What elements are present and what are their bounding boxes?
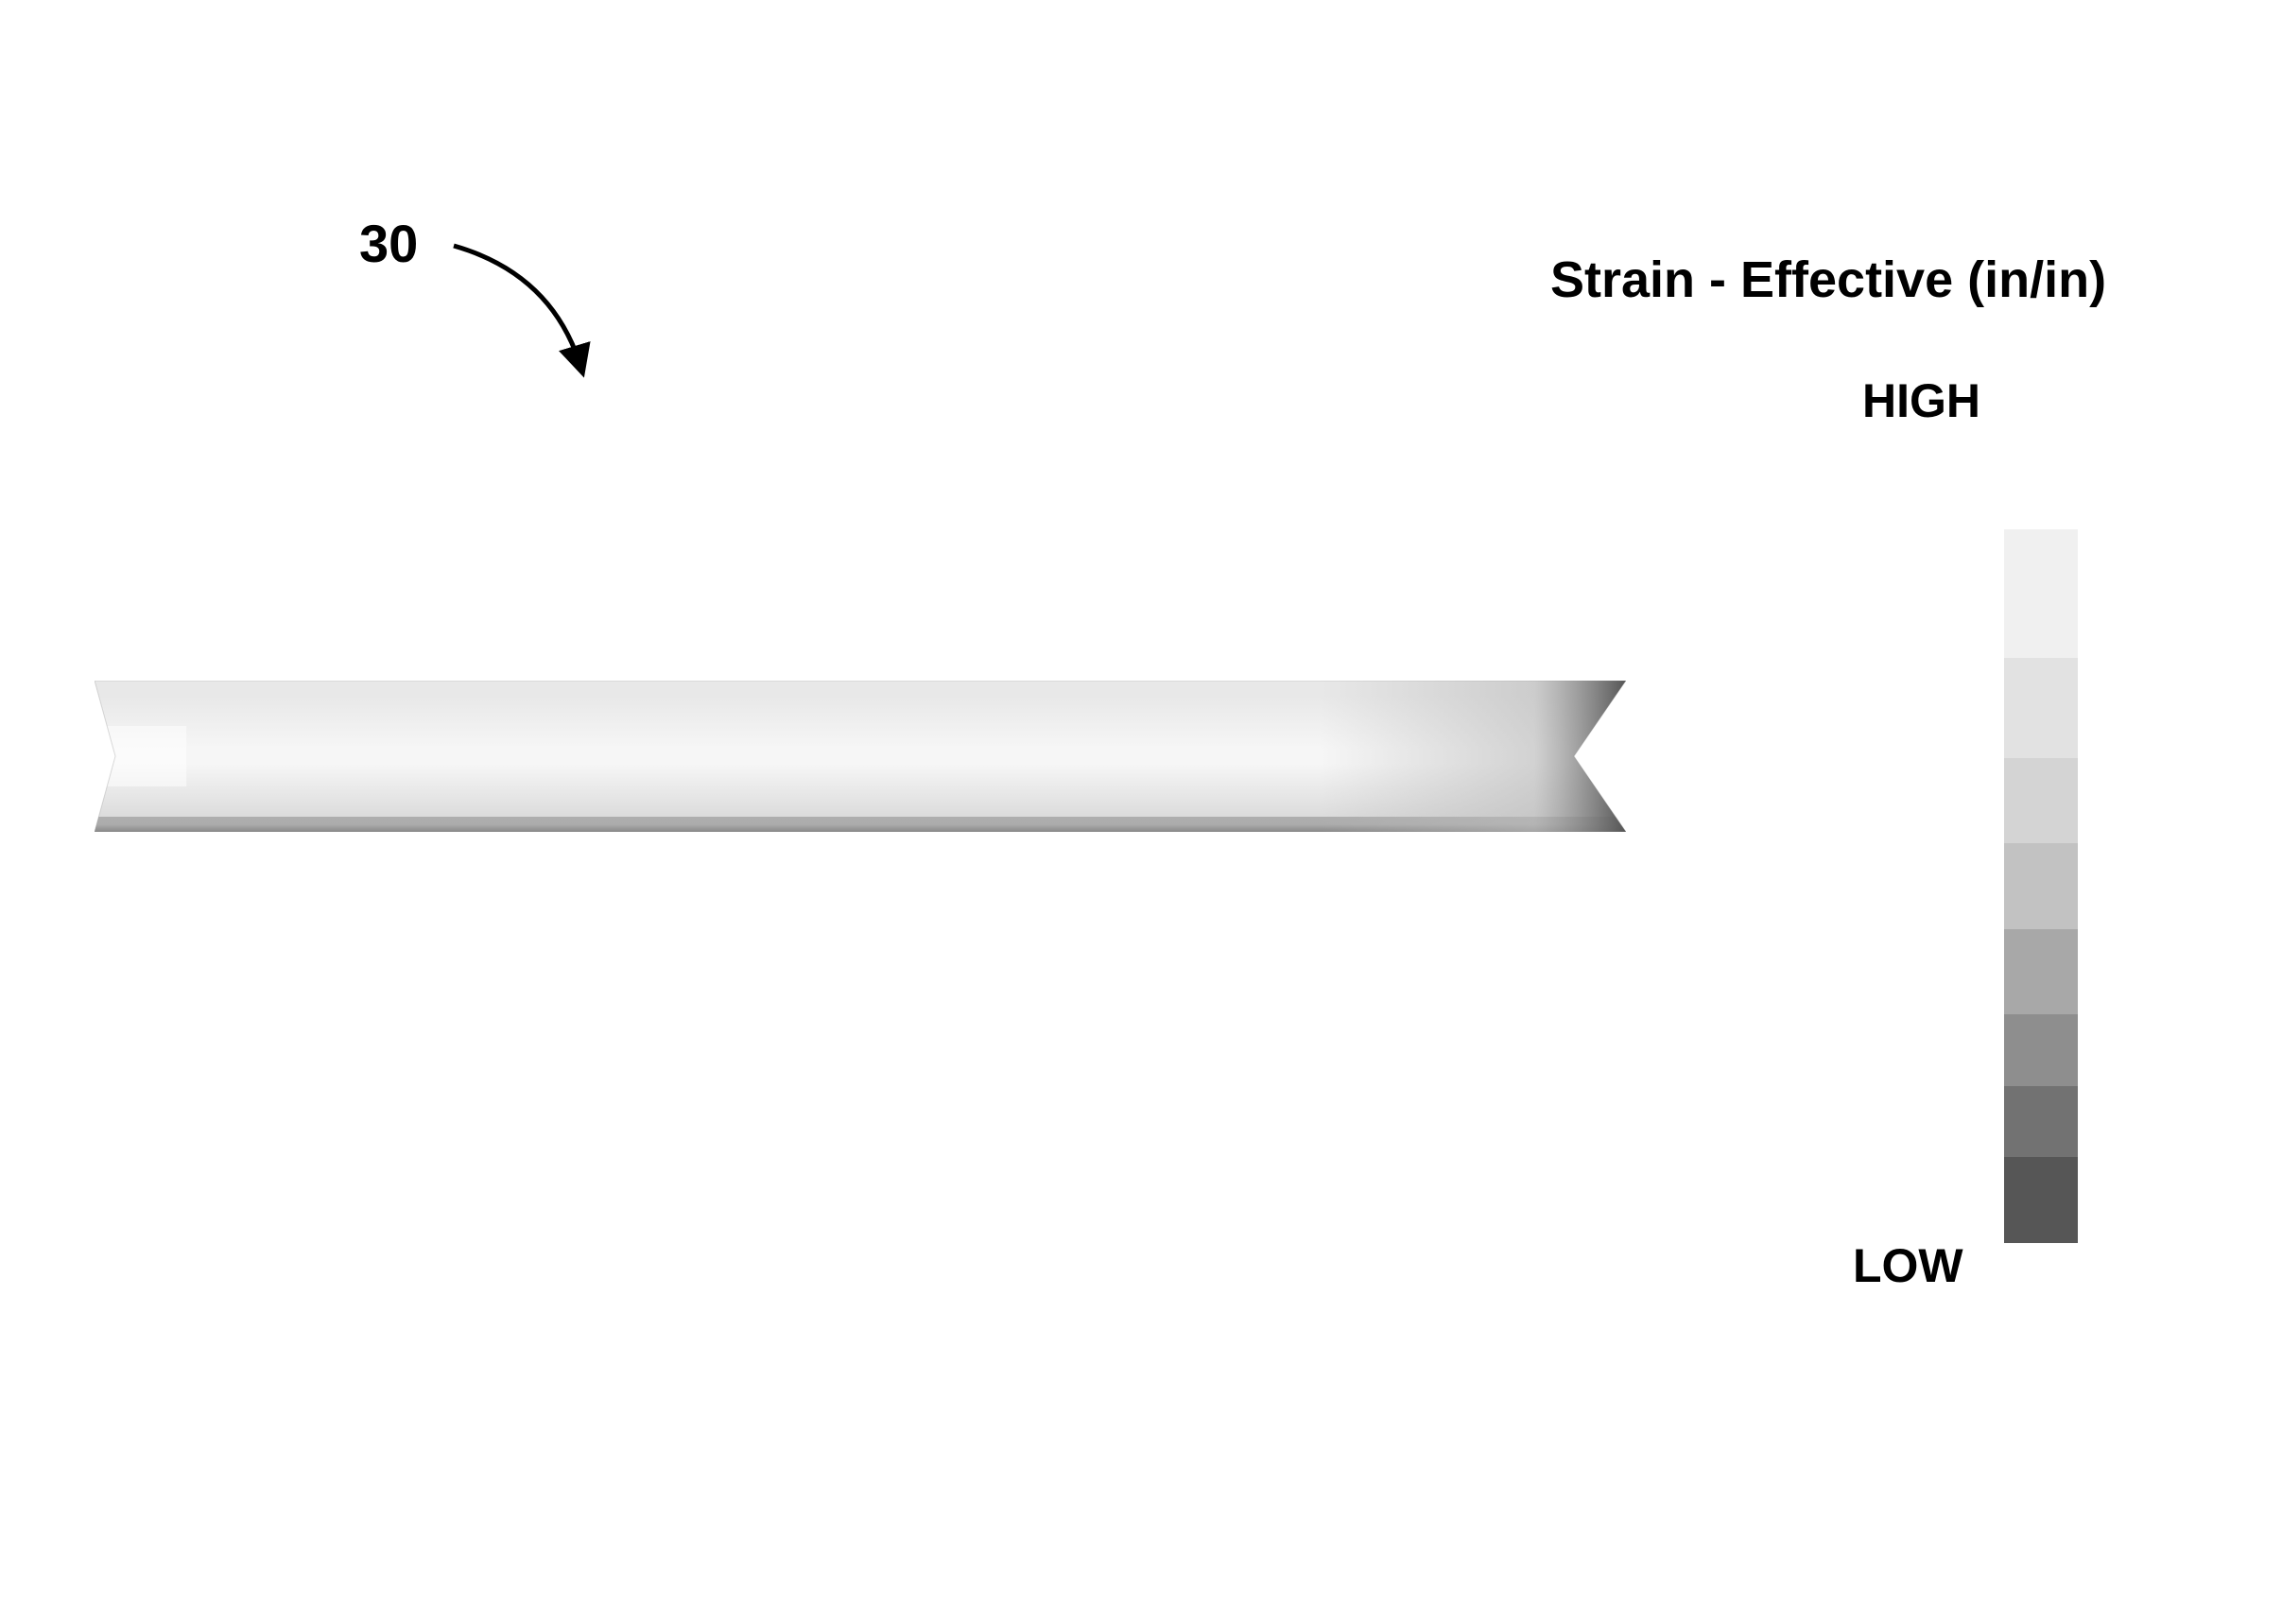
colorbar-segment <box>2004 758 2078 844</box>
colorbar-segment <box>2004 529 2078 658</box>
colorbar-segment <box>2004 1014 2078 1086</box>
colorbar-segment <box>2004 1157 2078 1243</box>
strain-bar-figure <box>95 681 1626 832</box>
colorbar-segment <box>2004 1086 2078 1158</box>
legend-colorbar <box>2004 529 2078 1243</box>
colorbar-segment <box>2004 929 2078 1015</box>
legend-high-label: HIGH <box>1862 373 1980 428</box>
colorbar-segment <box>2004 843 2078 929</box>
colorbar-segment <box>2004 658 2078 758</box>
legend-low-label: LOW <box>1853 1238 1963 1293</box>
legend-title: Strain - Effective (in/in) <box>1550 251 2106 309</box>
callout-number-30: 30 <box>359 213 418 274</box>
